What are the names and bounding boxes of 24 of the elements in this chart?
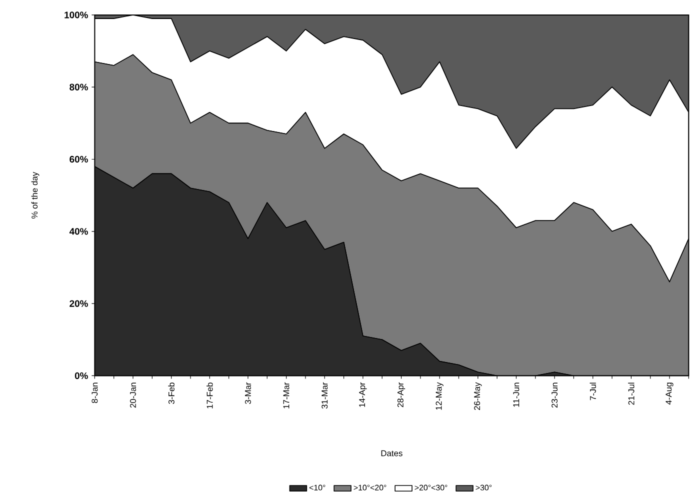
x-tick-label: 21-Jul — [628, 382, 634, 405]
x-tick-label: 11-Jun — [513, 382, 520, 407]
x-tick-label: 20-Jan — [130, 382, 136, 408]
x-tick-label: 12-May — [436, 382, 444, 410]
x-tick-label: 26-May — [474, 382, 482, 410]
x-tick-label: 7-Jul — [590, 382, 596, 400]
x-tick-label: 3-Mar — [245, 382, 251, 404]
y-tick-label: 80% — [70, 84, 88, 90]
x-tick-label: 23-Jun — [552, 382, 558, 408]
y-tick-label: 40% — [69, 228, 88, 235]
x-tick-label: 4-Aug — [666, 382, 674, 404]
y-tick-label: 60% — [70, 156, 88, 162]
x-tick-label: 28-Apr — [397, 382, 406, 407]
x-tick-label: 31-Mar — [322, 382, 328, 408]
y-tick-label: 20% — [70, 300, 88, 307]
x-axis-title: Dates — [381, 450, 402, 456]
x-tick-label: 17-Feb — [206, 382, 213, 408]
y-axis-title: % of the day — [31, 172, 40, 218]
x-tick-label: 3-Feb — [168, 382, 174, 404]
x-tick-label: 17-Mar — [283, 382, 290, 408]
x-tick-label: 8-Jan — [92, 382, 98, 403]
y-tick-label: 100% — [64, 11, 88, 18]
x-tick-label: 14-Apr — [359, 382, 367, 407]
y-tick-label: 0% — [74, 372, 88, 379]
